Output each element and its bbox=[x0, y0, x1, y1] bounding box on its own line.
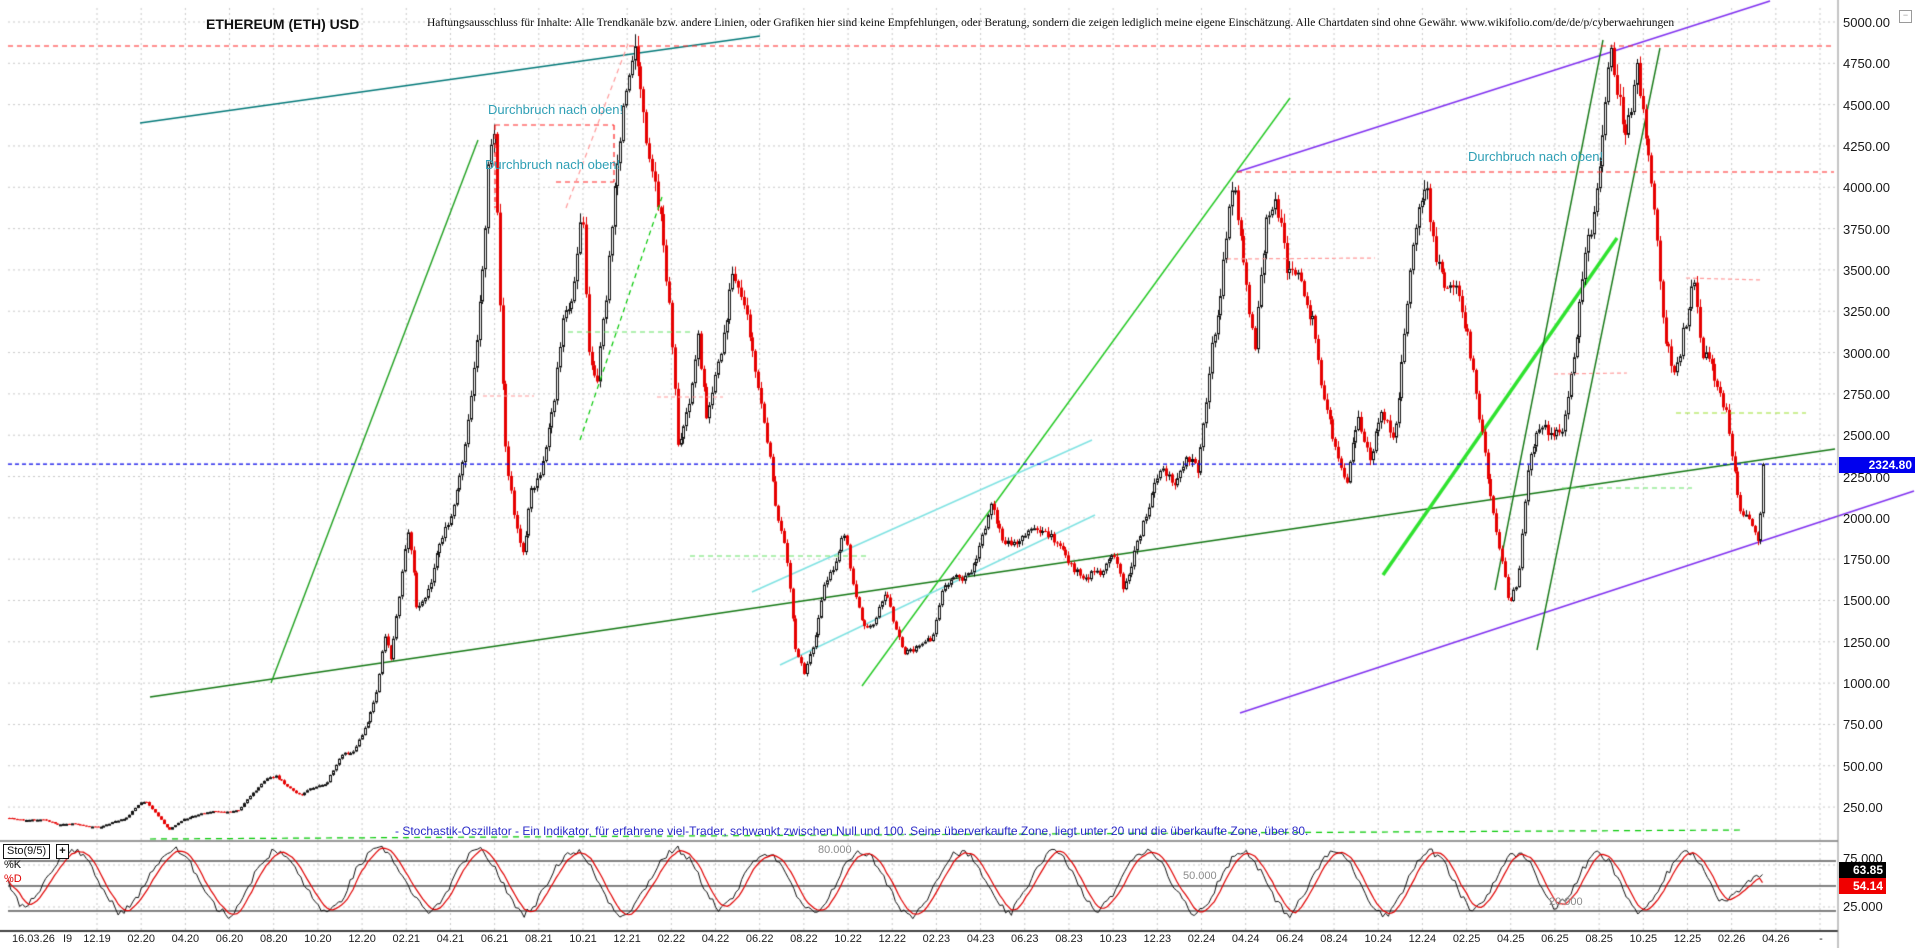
date-axis-label: 02.26 bbox=[1717, 933, 1746, 945]
breakout-annotation-1: Durchbruch nach oben! bbox=[488, 102, 624, 117]
date-axis-label: 04.23 bbox=[966, 933, 995, 945]
price-axis-label: 1250.00 bbox=[1843, 634, 1890, 650]
date-axis-label: 12.20 bbox=[348, 933, 376, 945]
osc-inpanel-level-label: 80.000 bbox=[818, 844, 852, 856]
k-value-badge: 63.85 bbox=[1839, 862, 1886, 878]
disclaimer-text: Haftungsausschluss für Inhalte: Alle Tre… bbox=[427, 17, 1675, 29]
price-axis-label: 500.00 bbox=[1843, 758, 1883, 774]
date-axis-label: 06.25 bbox=[1541, 933, 1569, 945]
date-axis-label: 04.22 bbox=[701, 933, 730, 945]
oscillator-description: - Stochastik-Oszillator - Ein Indikator,… bbox=[395, 824, 1309, 838]
date-axis-label: 12.22 bbox=[878, 933, 906, 945]
date-axis-label: 04.21 bbox=[436, 933, 465, 945]
date-axis-label: - bbox=[1819, 933, 1823, 945]
date-axis-label: 08.21 bbox=[525, 933, 553, 945]
date-axis-label: 02.20 bbox=[127, 933, 155, 945]
d-value-badge: 54.14 bbox=[1839, 878, 1886, 894]
price-axis-label: 4250.00 bbox=[1843, 138, 1890, 154]
date-axis-label: 10.21 bbox=[569, 933, 597, 945]
date-axis-label: 02.23 bbox=[922, 933, 951, 945]
chart-title: ETHEREUM (ETH) USD bbox=[206, 16, 360, 32]
price-axis-label: 4000.00 bbox=[1843, 180, 1890, 196]
date-axis-label: 06.24 bbox=[1276, 933, 1304, 945]
price-axis-label: 2500.00 bbox=[1843, 428, 1890, 444]
date-axis-label: 10.24 bbox=[1364, 933, 1392, 945]
price-axis-label: 3750.00 bbox=[1843, 221, 1890, 237]
price-axis-label: 250.00 bbox=[1843, 800, 1883, 816]
breakout-annotation-2: Durchbruch nach oben! bbox=[485, 157, 621, 172]
date-axis-label: 08.23 bbox=[1055, 933, 1083, 945]
price-axis-label: 1750.00 bbox=[1843, 552, 1890, 568]
osc-inpanel-level-label: 20.000 bbox=[1549, 896, 1583, 908]
date-axis-label: 12.24 bbox=[1408, 933, 1437, 945]
price-axis-label: 1500.00 bbox=[1843, 593, 1890, 609]
add-indicator-button[interactable]: + bbox=[56, 844, 69, 859]
date-axis-label: 16.03.26 bbox=[12, 933, 55, 945]
d-series-label: %D bbox=[4, 873, 22, 885]
date-axis-label: 10.22 bbox=[834, 933, 862, 945]
date-axis-label: 08.22 bbox=[790, 933, 818, 945]
date-axis-label: 08.25 bbox=[1585, 933, 1613, 945]
date-axis-label: 02.21 bbox=[392, 933, 421, 945]
date-axis-label: 06.23 bbox=[1011, 933, 1039, 945]
date-axis-label: 12.25 bbox=[1673, 933, 1702, 945]
osc-25-label: 25.000 bbox=[1843, 899, 1883, 914]
date-axis-label: 08.20 bbox=[259, 933, 288, 945]
date-axis-label: 10.25 bbox=[1629, 933, 1658, 945]
price-axis-label: 1000.00 bbox=[1843, 676, 1890, 692]
date-axis-label: 02.25 bbox=[1452, 933, 1481, 945]
price-axis-label: 4750.00 bbox=[1843, 56, 1890, 72]
date-axis-label: 06.22 bbox=[745, 933, 774, 945]
collapse-panel-icon[interactable]: − bbox=[1899, 10, 1912, 23]
osc-inpanel-level-label: 50.000 bbox=[1183, 870, 1217, 882]
price-axis-label: 750.00 bbox=[1843, 717, 1883, 733]
date-axis-label: 02.24 bbox=[1187, 933, 1216, 945]
date-axis-label: 04.26 bbox=[1762, 933, 1790, 945]
date-axis-label: 12.21 bbox=[613, 933, 641, 945]
k-series-label: %K bbox=[4, 859, 22, 871]
date-axis-label: I9 bbox=[63, 933, 73, 945]
date-axis-label: 08.24 bbox=[1320, 933, 1348, 945]
date-axis-label: 02.22 bbox=[657, 933, 686, 945]
oscillator-name-label[interactable]: Sto(9/5) bbox=[3, 844, 51, 859]
price-axis-label: 2750.00 bbox=[1843, 386, 1890, 402]
date-axis-label: 06.20 bbox=[215, 933, 244, 945]
date-axis-label: 04.25 bbox=[1496, 933, 1525, 945]
price-axis-label: 2000.00 bbox=[1843, 510, 1890, 526]
date-axis-label: 06.21 bbox=[480, 933, 509, 945]
price-axis-label: 3500.00 bbox=[1843, 262, 1890, 278]
date-axis-label: 04.20 bbox=[171, 933, 200, 945]
date-axis-label: 12.23 bbox=[1143, 933, 1172, 945]
price-axis-label: 3000.00 bbox=[1843, 345, 1890, 361]
date-axis-label: 10.23 bbox=[1099, 933, 1127, 945]
price-axis-label: 3250.00 bbox=[1843, 304, 1890, 320]
date-axis-label: 12.19 bbox=[83, 933, 111, 945]
price-axis-label: 5000.00 bbox=[1843, 15, 1890, 30]
breakout-annotation-3: Durchbruch nach oben! bbox=[1468, 149, 1604, 164]
price-axis-label: 2250.00 bbox=[1843, 469, 1890, 485]
date-axis-label: 10.20 bbox=[304, 933, 332, 945]
current-price-badge: 2324.80 bbox=[1839, 457, 1915, 473]
date-axis-label: 04.24 bbox=[1231, 933, 1260, 945]
price-axis-label: 4500.00 bbox=[1843, 97, 1890, 113]
